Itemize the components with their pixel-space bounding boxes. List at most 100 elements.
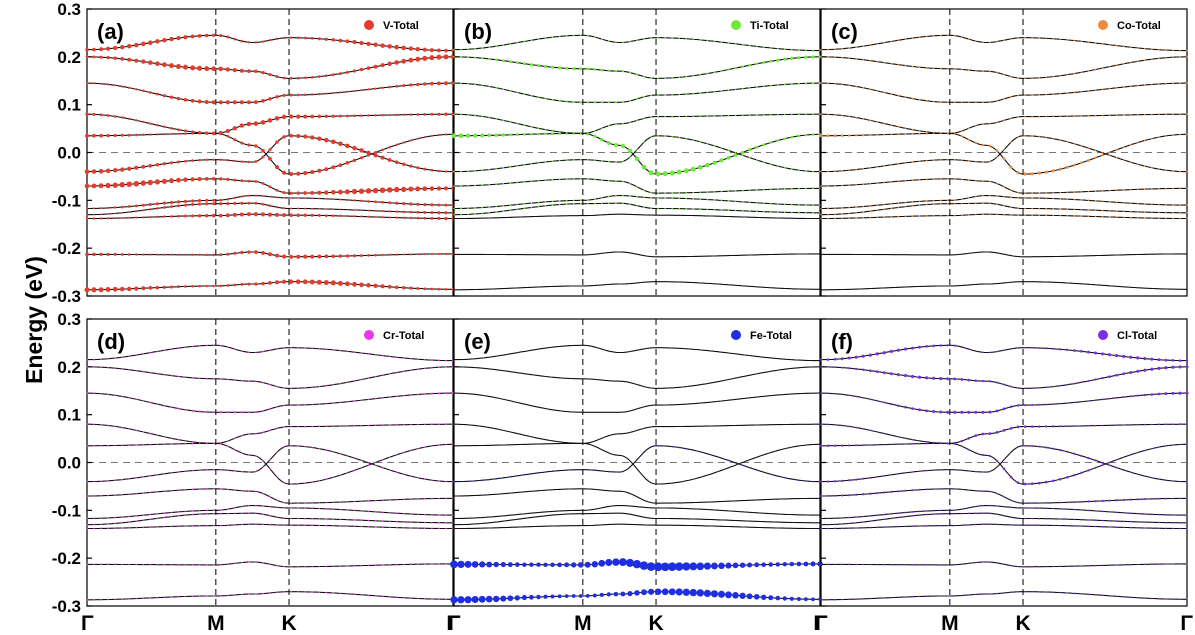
weight-dot: [1087, 509, 1090, 512]
weight-dot: [1158, 446, 1160, 448]
weight-dot: [211, 131, 216, 136]
weight-dot: [175, 63, 182, 70]
weight-dot: [246, 212, 251, 217]
weight-dot: [436, 54, 442, 60]
weight-dot: [262, 523, 264, 526]
weight-dot: [149, 216, 152, 219]
weight-dot: [1052, 208, 1055, 210]
weight-dot: [360, 459, 363, 462]
weight-dot: [1087, 519, 1090, 521]
weight-dot: [1150, 137, 1153, 140]
weight-dot: [431, 497, 433, 500]
weight-dot: [481, 115, 484, 118]
weight-dot: [862, 45, 864, 47]
weight-dot: [1080, 115, 1083, 117]
weight-dot: [438, 480, 440, 482]
weight-dot: [1115, 373, 1118, 377]
weight-dot: [304, 591, 307, 593]
weight-dot: [1009, 427, 1013, 430]
weight-dot: [1136, 512, 1139, 515]
weight-dot: [515, 61, 519, 65]
weight-dot: [276, 196, 278, 199]
weight-dot: [416, 137, 419, 140]
weight-dot: [255, 380, 257, 383]
weight-dot: [579, 199, 582, 202]
weight-dot: [156, 474, 159, 476]
weight-dot: [268, 185, 272, 189]
weight-dot: [509, 476, 512, 478]
weight-dot: [339, 208, 342, 211]
weight-dot: [283, 565, 285, 568]
weight-dot: [1165, 187, 1167, 190]
weight-dot: [339, 518, 342, 521]
weight-dot: [883, 443, 886, 446]
band-line-7: [87, 442, 453, 485]
weight-dot: [671, 135, 673, 138]
weight-dot: [1051, 479, 1055, 483]
weight-dot: [1129, 563, 1132, 566]
weight-dot: [318, 75, 321, 78]
weight-dot: [685, 197, 688, 200]
weight-dot: [508, 60, 512, 63]
weight-dot: [869, 44, 872, 46]
weight-dot: [212, 344, 215, 347]
weight-dot: [163, 516, 166, 519]
weight-dot: [820, 56, 822, 58]
weight-dot: [1115, 458, 1118, 461]
weight-dot: [1024, 387, 1026, 390]
weight-dot: [437, 211, 441, 215]
weight-dot: [1150, 367, 1154, 371]
weight-dot: [423, 287, 427, 291]
weight-dot: [1059, 518, 1062, 520]
weight-dot: [1031, 387, 1034, 390]
weight-dot: [594, 202, 596, 205]
weight-dot: [198, 284, 201, 288]
weight-dot: [932, 199, 935, 202]
weight-dot: [338, 38, 343, 43]
weight-dot: [530, 126, 533, 128]
weight-dot: [1080, 471, 1083, 474]
weight-dot: [932, 376, 936, 380]
weight-dot: [367, 209, 370, 212]
weight-dot: [1052, 115, 1055, 118]
weight-dot: [261, 70, 265, 75]
weight-dot: [86, 480, 88, 483]
weight-dot: [297, 404, 300, 406]
weight-dot: [904, 515, 907, 518]
weight-dot: [1179, 49, 1181, 52]
weight-dot: [402, 394, 405, 397]
weight-dot: [819, 480, 823, 483]
weight-dot: [297, 445, 300, 447]
weight-dot: [269, 592, 271, 594]
weight-dot: [883, 597, 886, 599]
weight-dot: [1122, 511, 1125, 514]
weight-dot: [939, 159, 942, 161]
weight-dot: [699, 73, 702, 76]
weight-dot: [1108, 114, 1111, 117]
weight-dot: [430, 168, 434, 172]
weight-dot: [417, 521, 419, 524]
weight-dot: [911, 215, 914, 217]
weight-dot: [183, 97, 188, 102]
weight-dot: [142, 133, 145, 137]
weight-dot: [374, 564, 377, 566]
weight-dot: [219, 34, 223, 38]
weight-dot: [1010, 506, 1012, 509]
weight-dot: [996, 213, 998, 216]
weight-dot: [967, 410, 971, 414]
weight-dot: [93, 517, 95, 520]
weight-dot: [946, 410, 950, 414]
weight-dot: [516, 91, 519, 94]
band-line-8: [454, 113, 820, 134]
weight-dot: [1122, 45, 1125, 48]
weight-dot: [805, 204, 807, 206]
weight-dot: [86, 392, 88, 394]
weight-dot: [121, 516, 123, 518]
weight-dot: [296, 36, 300, 40]
weight-dot: [812, 170, 814, 173]
weight-dot: [324, 167, 329, 172]
weight-dot: [352, 158, 357, 163]
weight-dot: [890, 124, 893, 126]
weight-dot: [359, 156, 364, 160]
weight-dot: [982, 504, 984, 507]
